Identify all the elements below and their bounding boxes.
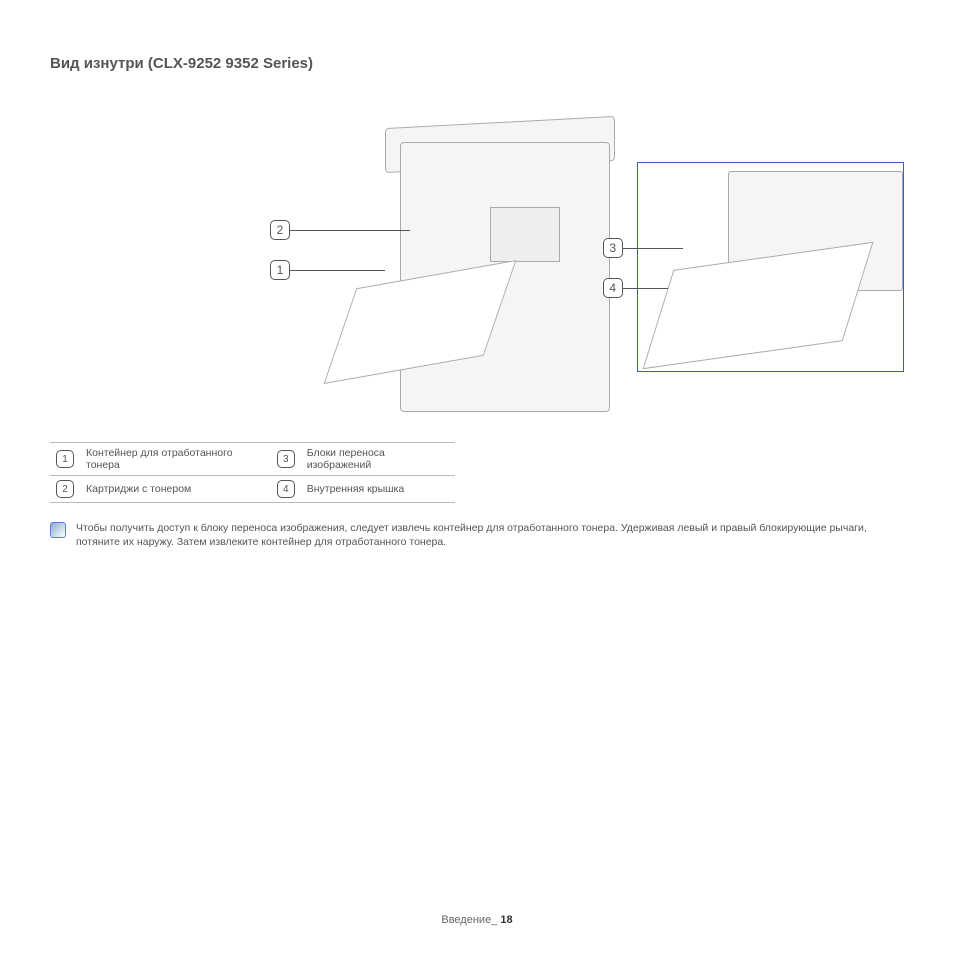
page-footer: Введение_ 18	[0, 914, 954, 926]
callout-line	[623, 288, 668, 289]
note-icon	[50, 522, 66, 538]
legend-table: 1 Контейнер для отработанного тонера 3 Б…	[50, 442, 455, 503]
callout-1: 1	[270, 260, 385, 280]
callout-line	[290, 230, 410, 231]
callout-2: 2	[270, 220, 410, 240]
diagram-row: 2 1 3 4	[50, 102, 904, 422]
note-block: Чтобы получить доступ к блоку переноса и…	[50, 521, 904, 549]
legend-text: Контейнер для отработанного тонера	[80, 443, 271, 476]
callout-line	[623, 248, 683, 249]
callout-number: 1	[270, 260, 290, 280]
legend-num-cell: 1	[50, 443, 80, 476]
callout-number: 4	[603, 278, 623, 298]
callout-4: 4	[603, 278, 668, 298]
legend-text: Внутренняя крышка	[301, 476, 455, 503]
page-title: Вид изнутри (CLX-9252 9352 Series)	[50, 55, 904, 72]
manual-page: Вид изнутри (CLX-9252 9352 Series) 2 1 3	[0, 0, 954, 954]
footer-page-number: 18	[500, 914, 512, 926]
legend-row: 2 Картриджи с тонером 4 Внутренняя крышк…	[50, 476, 455, 503]
legend-text: Блоки переноса изображений	[301, 443, 455, 476]
legend-number: 4	[277, 480, 295, 498]
legend-number: 1	[56, 450, 74, 468]
legend-num-cell: 3	[271, 443, 301, 476]
callout-number: 3	[603, 238, 623, 258]
diagram-right: 3 4	[637, 162, 904, 372]
printer-inside-tray	[642, 242, 873, 369]
diagram-left: 2 1	[50, 102, 609, 422]
callout-3: 3	[603, 238, 683, 258]
note-text: Чтобы получить доступ к блоку переноса и…	[76, 521, 904, 549]
legend-row: 1 Контейнер для отработанного тонера 3 Б…	[50, 443, 455, 476]
legend-number: 2	[56, 480, 74, 498]
legend-num-cell: 4	[271, 476, 301, 503]
legend-number: 3	[277, 450, 295, 468]
callout-number: 2	[270, 220, 290, 240]
legend-num-cell: 2	[50, 476, 80, 503]
footer-section: Введение	[441, 914, 491, 926]
legend-text: Картриджи с тонером	[80, 476, 271, 503]
callout-line	[290, 270, 385, 271]
footer-separator: _	[491, 914, 500, 926]
printer-panel	[490, 207, 560, 262]
